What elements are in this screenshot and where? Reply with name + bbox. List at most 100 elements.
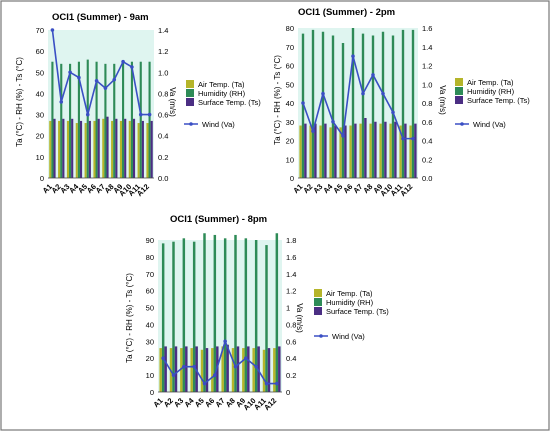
y-axis-label: Ta (°C) - RH (%) - Ts (°C) xyxy=(273,55,282,145)
y-tick-label: 80 xyxy=(146,253,154,262)
y2-tick-label: 1.2 xyxy=(422,62,432,71)
legend-swatch-surface-temp xyxy=(455,96,463,104)
wind-point xyxy=(223,339,227,344)
bar-humidity xyxy=(192,241,196,392)
legend-label-wind: Wind (Va) xyxy=(332,332,365,341)
bar-humidity xyxy=(391,35,395,178)
bar-humidity xyxy=(148,61,151,178)
legend-label-humidity: Humidity (RH) xyxy=(198,89,246,98)
wind-point xyxy=(94,78,99,83)
bar-air-temp xyxy=(221,346,224,392)
bar-humidity xyxy=(361,33,365,178)
bar-air-temp xyxy=(242,348,245,392)
plot-area: 0 10 20 30 40 50 60 70 80 90 0 0.2 0.4 0.6 0.8 1 1.2 1.4 1… xyxy=(146,233,296,412)
bar-humidity xyxy=(86,59,89,178)
legend-label-surface-temp: Surface Temp. (Ts) xyxy=(467,96,530,105)
bar-humidity xyxy=(275,233,279,392)
bar-surface-temp xyxy=(62,118,65,178)
y-tick-label: 70 xyxy=(146,270,154,279)
legend-marker-wind xyxy=(460,122,464,126)
bar-humidity xyxy=(321,31,325,178)
legend-label-humidity: Humidity (RH) xyxy=(326,298,374,307)
chart-panel-9am: OCI1 (Summer) - 9am 0 10 20 30 40 50 60 70 0.0 0.… xyxy=(15,12,261,198)
bar-surface-temp xyxy=(314,123,317,178)
bar-air-temp xyxy=(75,123,78,178)
legend-label-air-temp: Air Temp. (Ta) xyxy=(198,80,245,89)
legend-label-wind: Wind (Va) xyxy=(473,120,506,129)
wind-point xyxy=(192,364,196,369)
bar-surface-temp xyxy=(384,121,387,178)
bar-air-temp xyxy=(137,123,140,178)
y2-axis-label: Va (m/s) xyxy=(295,303,304,333)
bar-air-temp xyxy=(399,125,402,178)
bar-surface-temp xyxy=(124,118,127,178)
bar-air-temp xyxy=(119,120,123,178)
bar-surface-temp xyxy=(79,120,83,178)
wind-point xyxy=(138,112,143,117)
legend-label-wind: Wind (Va) xyxy=(202,120,235,129)
wind-point xyxy=(59,100,64,104)
bar-air-temp xyxy=(111,120,114,178)
bar-humidity xyxy=(69,63,72,179)
wind-point xyxy=(182,364,186,369)
wind-point xyxy=(331,119,335,124)
bar-surface-temp xyxy=(278,346,281,392)
y-tick-label: 10 xyxy=(286,155,294,164)
legend-swatch-humidity xyxy=(186,89,194,97)
bar-air-temp xyxy=(273,348,276,392)
legend-label-air-temp: Air Temp. (Ta) xyxy=(467,78,514,87)
wind-point xyxy=(351,54,355,58)
y2-tick-label: 0.6 xyxy=(422,118,432,127)
legend-swatch-humidity xyxy=(314,298,322,306)
bar-air-temp xyxy=(146,123,149,178)
plot-background xyxy=(298,28,418,178)
legend-swatch-air-temp xyxy=(186,80,194,88)
y-tick-label: 60 xyxy=(286,62,294,71)
y2-tick-label: 0 xyxy=(286,388,290,397)
y-axis-label: Ta (°C) - RH (%) - Ts (°C) xyxy=(125,273,134,363)
bar-humidity xyxy=(265,245,268,392)
y2-axis-label: Va (m/s) xyxy=(168,87,177,117)
y-axis-label: Ta (°C) - RH (%) - Ts (°C) xyxy=(15,57,24,147)
bar-surface-temp xyxy=(414,123,417,178)
bar-air-temp xyxy=(379,123,382,178)
y2-tick-label: 1.2 xyxy=(286,287,296,296)
wind-point xyxy=(85,112,90,117)
bar-surface-temp xyxy=(354,123,357,178)
y2-tick-label: 0.8 xyxy=(422,99,432,108)
y2-tick-label: 0.4 xyxy=(158,132,168,141)
y-tick-label: 70 xyxy=(286,43,294,52)
wind-point xyxy=(401,136,405,141)
legend-swatch-humidity xyxy=(455,87,463,95)
bar-surface-temp xyxy=(344,125,347,178)
wind-line xyxy=(302,55,413,140)
legend: Air Temp. (Ta) Humidity (RH) Surface Tem… xyxy=(184,80,261,129)
bar-air-temp xyxy=(309,125,312,178)
bar-air-temp xyxy=(389,123,392,178)
bar-air-temp xyxy=(159,348,162,392)
y-tick-label: 0 xyxy=(40,174,44,183)
bar-humidity xyxy=(182,238,186,392)
bar-humidity xyxy=(113,63,116,179)
y-tick-label: 90 xyxy=(146,236,154,245)
bar-humidity xyxy=(301,33,305,178)
bar-air-temp xyxy=(102,118,105,178)
bar-humidity xyxy=(172,241,175,392)
y-tick-label: 20 xyxy=(36,132,44,141)
bar-air-temp xyxy=(84,123,87,178)
bar-humidity xyxy=(51,61,54,178)
bar-air-temp xyxy=(409,125,412,178)
y2-tick-label: 0.6 xyxy=(158,111,168,120)
y-tick-label: 40 xyxy=(146,320,154,329)
wind-point xyxy=(301,101,305,105)
bar-surface-temp xyxy=(324,123,327,178)
y2-tick-label: 0.2 xyxy=(158,153,168,162)
y-tick-label: 40 xyxy=(286,99,294,108)
y-tick-label: 70 xyxy=(36,26,44,35)
y-tick-label: 10 xyxy=(146,371,154,380)
legend-marker-wind xyxy=(189,122,193,126)
bar-surface-temp xyxy=(404,123,407,178)
bar-surface-temp xyxy=(236,346,240,392)
chart-title: OCI1 (Summer) - 8pm xyxy=(170,214,267,225)
